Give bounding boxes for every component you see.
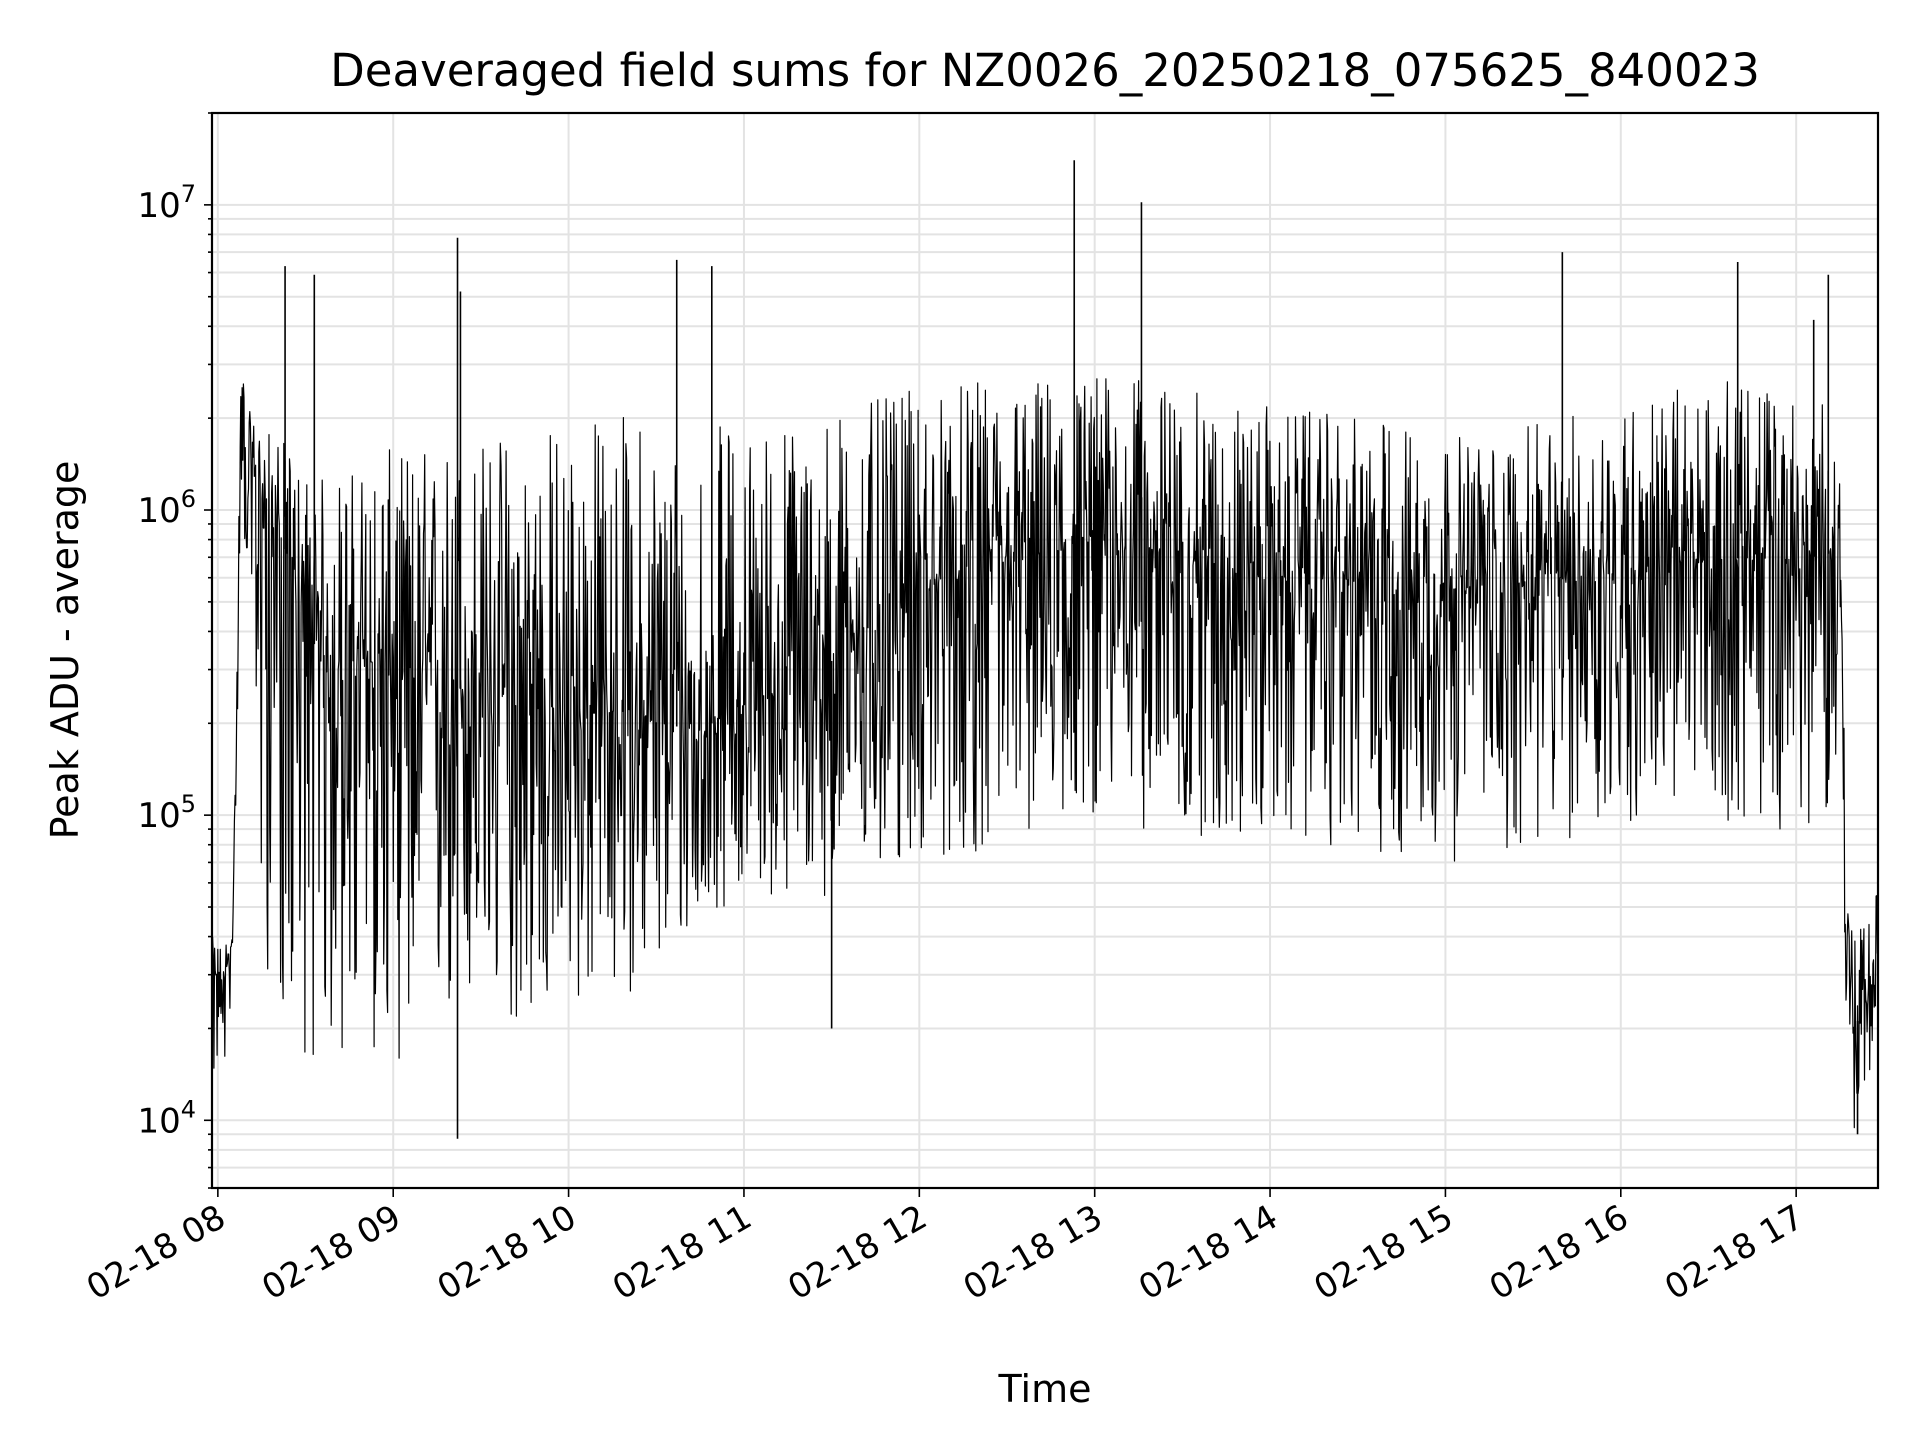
y-tick-label: 107 xyxy=(137,180,196,226)
y-tick-label: 104 xyxy=(137,1095,196,1141)
chart-title: Deaveraged field sums for NZ0026_2025021… xyxy=(330,44,1760,97)
x-axis-label: Time xyxy=(998,1367,1092,1411)
plot-frame xyxy=(210,111,1880,1190)
y-tick-label: 105 xyxy=(137,790,196,836)
series-line xyxy=(211,160,1879,1139)
y-axis-label: Peak ADU - average xyxy=(43,461,87,840)
y-tick-label: 106 xyxy=(137,485,196,531)
series-path xyxy=(211,378,1879,1129)
